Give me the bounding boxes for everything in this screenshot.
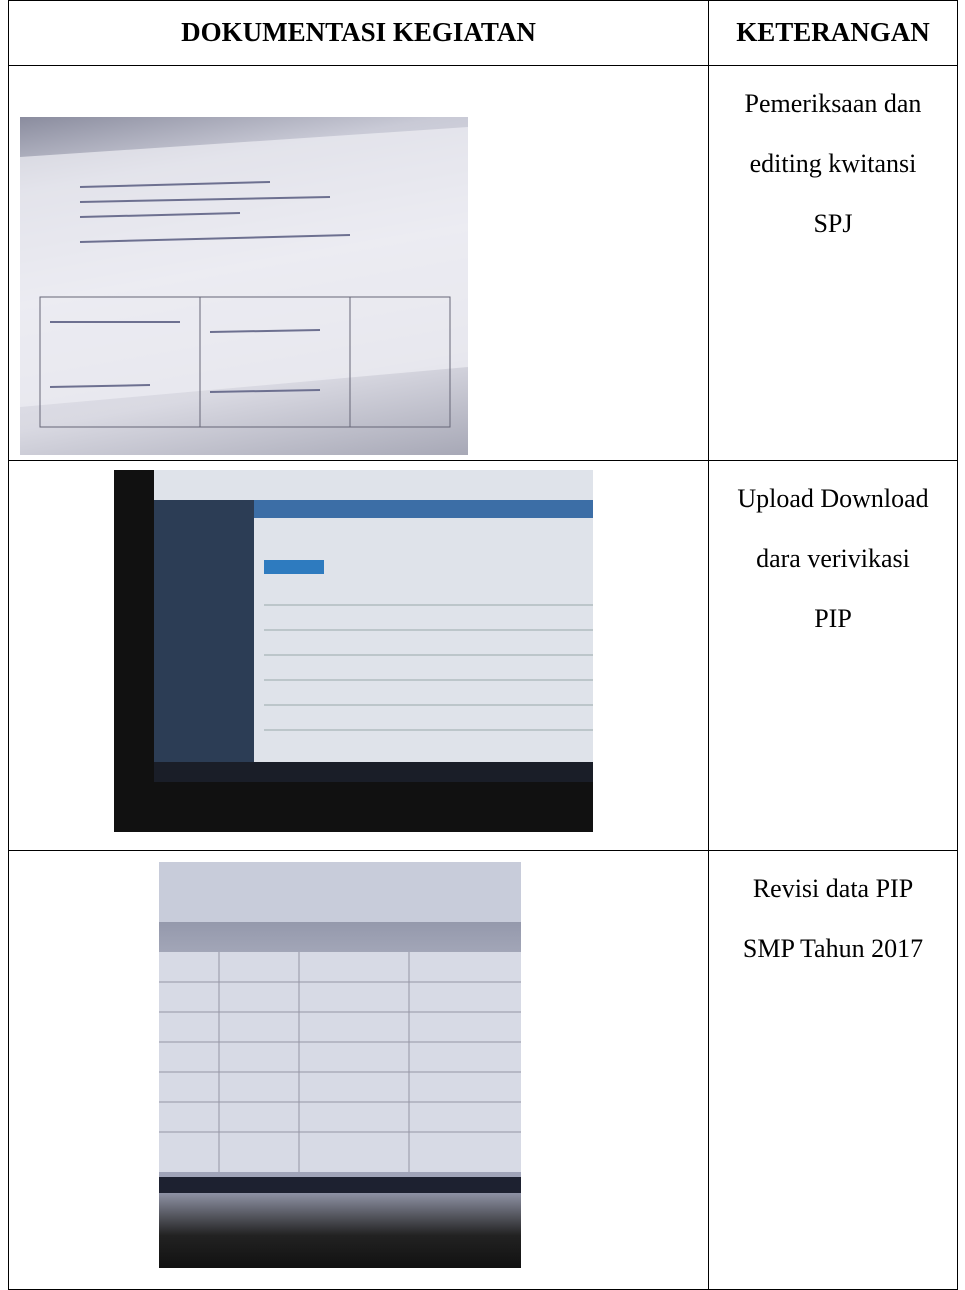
- spreadsheet-photo: [159, 862, 521, 1268]
- header-cell: DOKUMENTASI KEGIATAN: [8, 0, 709, 66]
- description-line: dara verivikasi: [756, 544, 910, 573]
- description-line: PIP: [814, 604, 852, 633]
- description-line: Upload Download: [737, 484, 929, 513]
- screen-photo: [114, 470, 593, 832]
- description-line: Revisi data PIP: [752, 874, 914, 903]
- description-cell: Revisi data PIP SMP Tahun 2017: [708, 850, 958, 1290]
- description-line: SMP Tahun 2017: [742, 934, 924, 963]
- screen-sketch: [154, 470, 593, 782]
- description-cell: Pemeriksaan dan editing kwitansi SPJ: [708, 65, 958, 461]
- description-cell: Upload Download dara verivikasi PIP: [708, 460, 958, 851]
- description-line: Pemeriksaan dan: [744, 89, 922, 118]
- receipt-sketch: [20, 127, 468, 428]
- header-cell: KETERANGAN: [708, 0, 958, 66]
- description-line: SPJ: [813, 209, 853, 238]
- spreadsheet-sketch: [159, 862, 521, 1193]
- receipt-photo: [20, 117, 468, 455]
- description-line: editing kwitansi: [749, 149, 917, 178]
